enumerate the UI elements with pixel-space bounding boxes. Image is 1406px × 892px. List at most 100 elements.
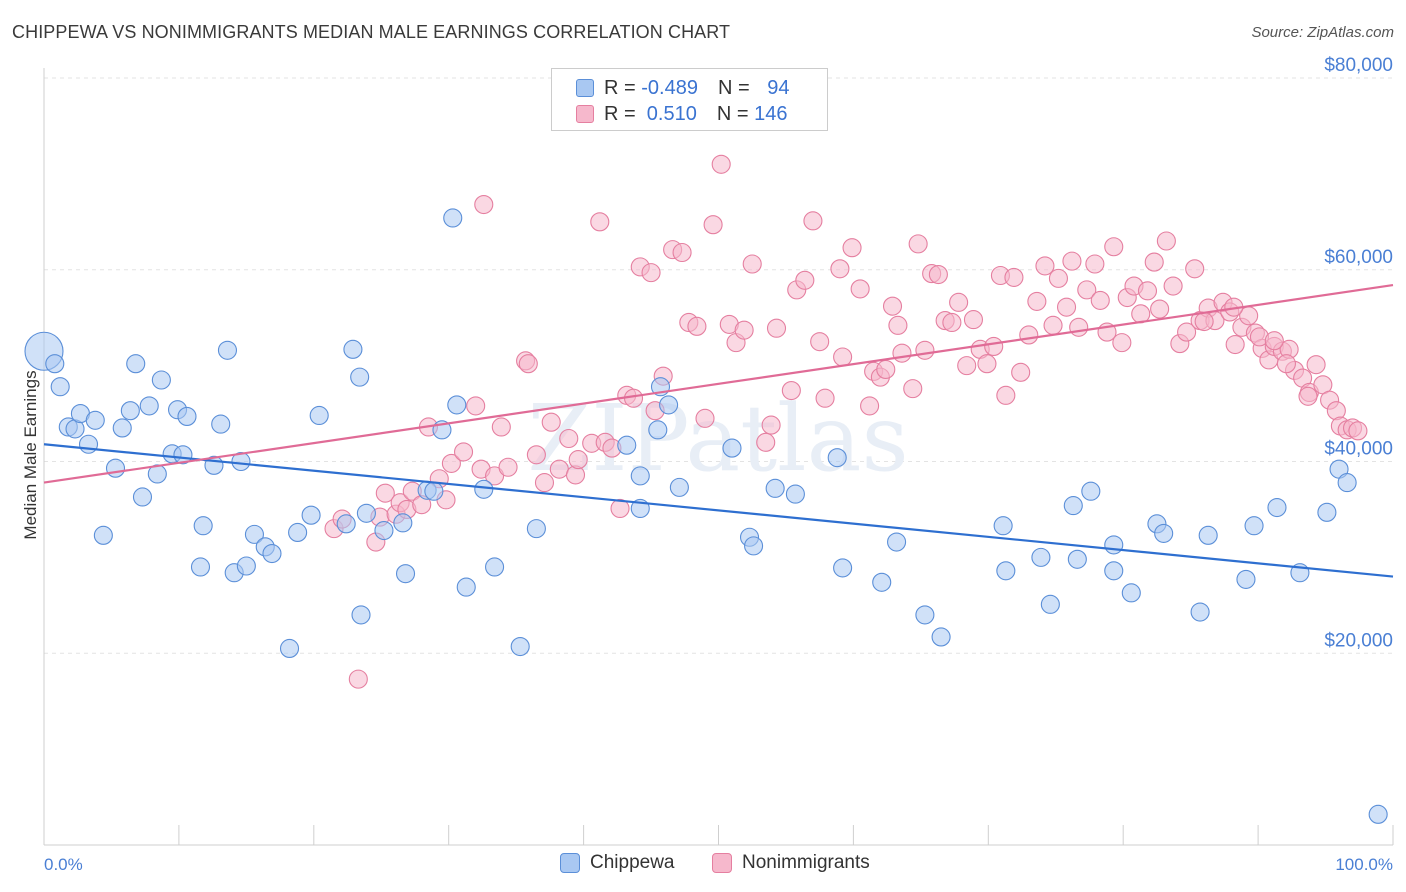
point-nonimmigrants: [1177, 322, 1197, 342]
point-nonimmigrants: [441, 453, 461, 473]
point-chippewa: [132, 487, 153, 507]
point-chippewa: [447, 395, 467, 415]
point-chippewa: [785, 484, 805, 504]
point-chippewa: [151, 370, 171, 390]
legend-swatch-chippewa: [576, 79, 594, 97]
point-nonimmigrants: [984, 336, 1004, 357]
point-nonimmigrants: [518, 354, 538, 374]
point-nonimmigrants: [526, 445, 546, 465]
point-nonimmigrants: [695, 408, 715, 428]
point-nonimmigrants: [1004, 267, 1024, 287]
point-nonimmigrants: [833, 347, 853, 367]
point-chippewa: [231, 451, 251, 472]
point-nonimmigrants: [1156, 231, 1176, 251]
point-nonimmigrants: [957, 356, 977, 376]
point-chippewa: [105, 458, 126, 478]
point-nonimmigrants: [1185, 259, 1205, 279]
point-nonimmigrants: [942, 312, 962, 333]
point-chippewa: [190, 557, 211, 577]
point-chippewa: [50, 377, 70, 397]
point-chippewa: [336, 514, 356, 534]
point-nonimmigrants: [996, 385, 1016, 405]
point-chippewa: [424, 481, 444, 501]
point-nonimmigrants: [1163, 276, 1183, 296]
point-nonimmigrants: [1048, 268, 1068, 288]
point-chippewa: [872, 572, 892, 592]
point-chippewa: [526, 519, 546, 539]
point-nonimmigrants: [1056, 297, 1077, 317]
point-chippewa: [648, 420, 668, 440]
point-chippewa: [474, 479, 494, 499]
point-nonimmigrants: [1298, 386, 1318, 406]
point-chippewa: [833, 558, 853, 578]
point-nonimmigrants: [963, 310, 984, 330]
y-tick-label: $20,000: [1324, 630, 1393, 651]
point-chippewa: [669, 477, 689, 497]
point-nonimmigrants: [915, 340, 935, 360]
point-chippewa: [1081, 481, 1101, 501]
point-chippewa: [177, 406, 197, 426]
point-nonimmigrants: [876, 359, 896, 380]
point-chippewa: [931, 627, 951, 647]
point-nonimmigrants: [766, 318, 787, 338]
point-nonimmigrants: [842, 238, 862, 258]
point-nonimmigrants: [781, 381, 801, 401]
point-nonimmigrants: [534, 473, 555, 493]
point-nonimmigrants: [491, 417, 511, 437]
point-chippewa: [915, 605, 935, 625]
point-nonimmigrants: [892, 343, 912, 363]
point-chippewa: [126, 354, 146, 374]
point-nonimmigrants: [882, 296, 903, 316]
point-chippewa: [356, 503, 376, 523]
point-chippewa: [744, 536, 764, 556]
point-chippewa: [244, 524, 264, 544]
point-nonimmigrants: [375, 483, 395, 503]
point-chippewa: [112, 418, 132, 438]
point-chippewa: [343, 339, 363, 359]
point-nonimmigrants: [1306, 355, 1326, 375]
axes: [43, 68, 1394, 846]
point-nonimmigrants: [672, 242, 692, 263]
point-chippewa: [393, 513, 413, 533]
point-chippewa: [1063, 496, 1083, 516]
point-nonimmigrants: [1276, 354, 1296, 374]
point-chippewa: [78, 434, 99, 454]
point-chippewa: [93, 525, 113, 545]
point-nonimmigrants: [734, 320, 754, 340]
point-chippewa: [351, 605, 371, 625]
point-chippewa: [887, 532, 907, 552]
point-nonimmigrants: [1077, 280, 1097, 300]
correlation-legend: R = -0.489 N = 94 R = 0.510 N = 146: [551, 68, 828, 131]
point-nonimmigrants: [541, 412, 561, 432]
point-nonimmigrants: [795, 270, 815, 290]
point-chippewa: [617, 435, 637, 455]
point-chippewa: [827, 448, 847, 468]
point-chippewa: [1244, 516, 1264, 536]
point-chippewa: [262, 543, 282, 564]
point-nonimmigrants: [977, 354, 997, 374]
point-nonimmigrants: [742, 254, 762, 274]
x-tick-labels: 0.0% 100.0%: [44, 855, 1393, 874]
point-nonimmigrants: [903, 379, 923, 399]
y-tick-label: $40,000: [1324, 439, 1393, 460]
point-chippewa: [211, 414, 231, 434]
point-chippewa: [456, 577, 476, 597]
point-chippewa: [1267, 497, 1287, 518]
y-axis-label: Median Male Earnings: [21, 370, 40, 539]
point-chippewa: [1067, 549, 1087, 569]
point-chippewa: [996, 561, 1016, 581]
point-nonimmigrants: [1112, 333, 1132, 353]
point-nonimmigrants: [1069, 317, 1089, 337]
y-tick-label: $60,000: [1324, 247, 1393, 268]
point-nonimmigrants: [928, 264, 948, 285]
point-nonimmigrants: [498, 457, 518, 477]
point-chippewa: [350, 367, 370, 387]
point-nonimmigrants: [1194, 311, 1214, 332]
y-tick-label: $80,000: [1324, 55, 1393, 76]
point-nonimmigrants: [590, 212, 610, 232]
point-chippewa: [85, 410, 105, 430]
point-nonimmigrants: [830, 259, 850, 279]
y-tick-labels: $20,000 $40,000 $60,000 $80,000: [1324, 55, 1393, 651]
point-chippewa: [1236, 569, 1256, 589]
point-chippewa: [1368, 804, 1388, 824]
